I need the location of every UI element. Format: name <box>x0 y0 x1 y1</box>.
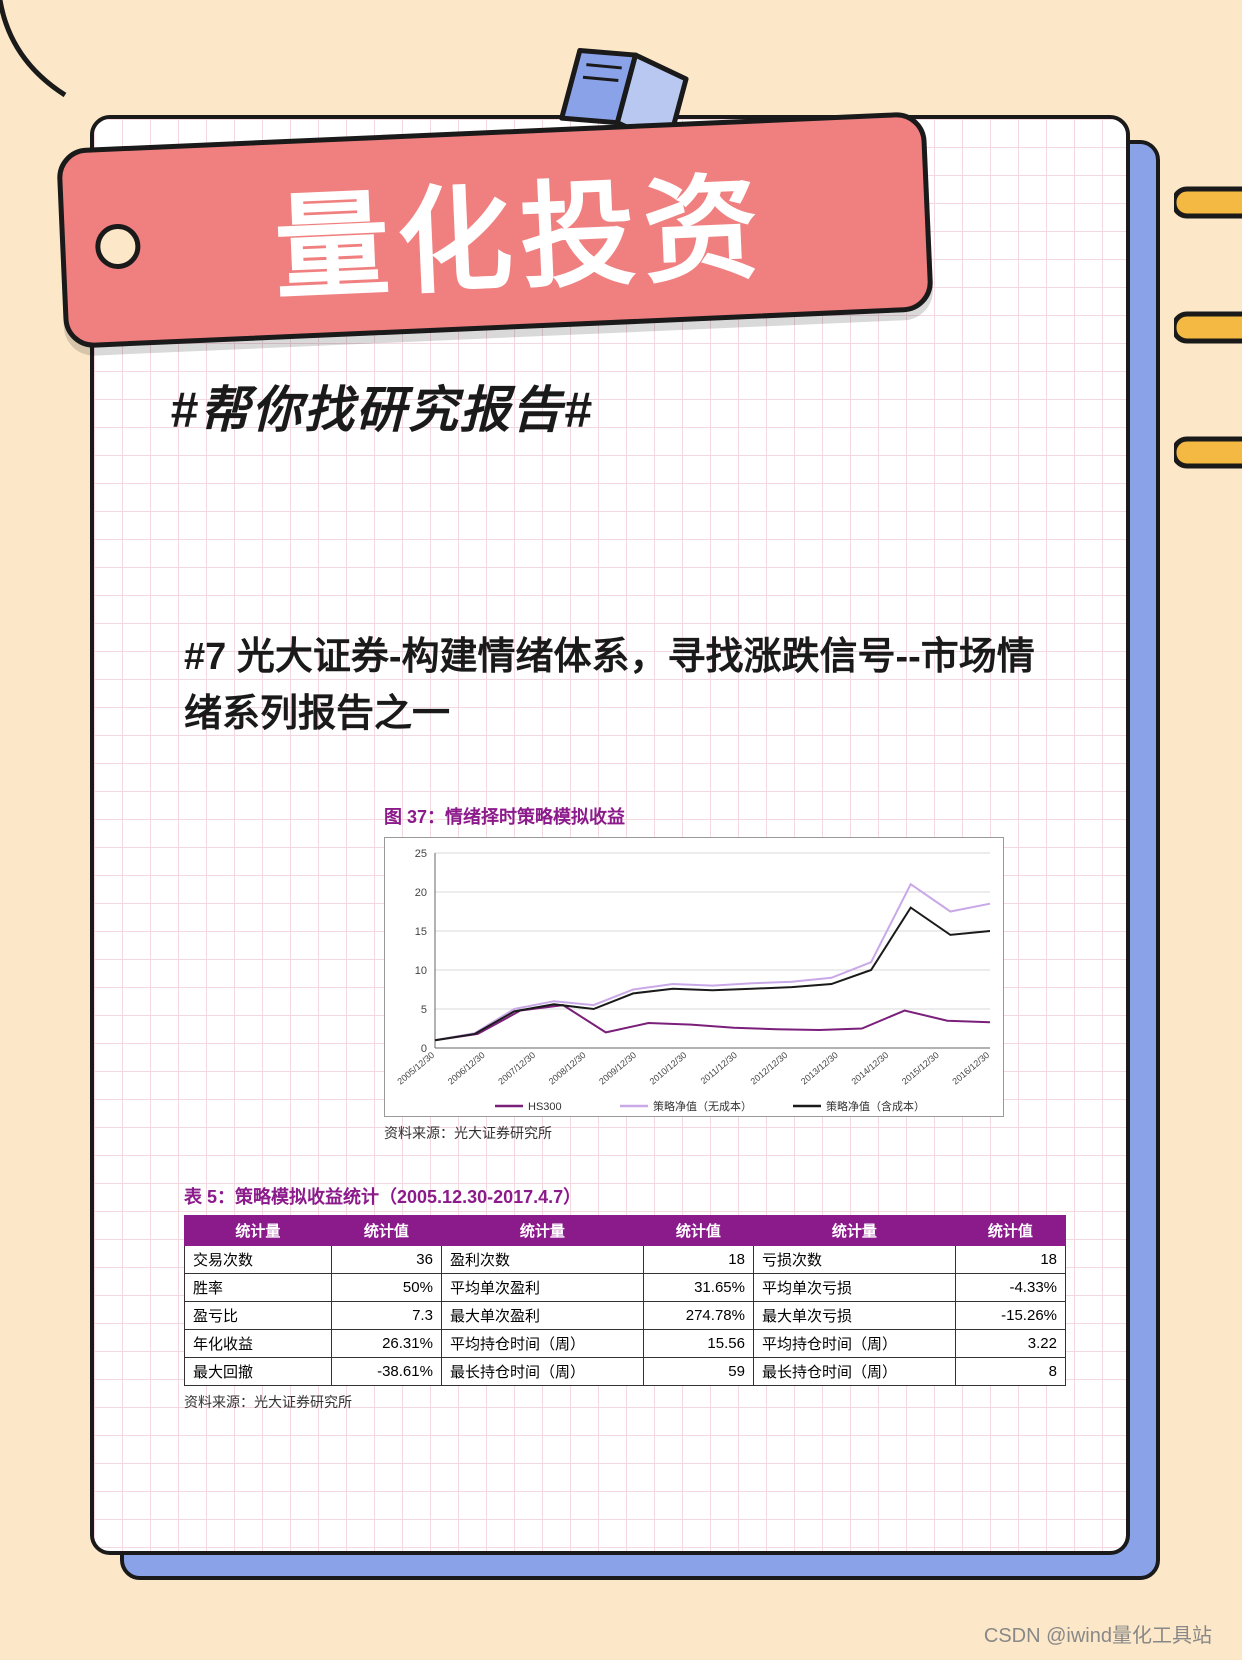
table-cell: 盈利次数 <box>441 1246 643 1274</box>
table-cell: 50% <box>331 1274 441 1302</box>
svg-text:2016/12/30: 2016/12/30 <box>950 1050 991 1087</box>
table-section: 表 5：策略模拟收益统计（2005.12.30-2017.4.7） 统计量统计值… <box>184 1183 1066 1412</box>
svg-text:HS300: HS300 <box>528 1101 562 1113</box>
table-cell: 最大单次盈利 <box>441 1302 643 1330</box>
table-cell: 15.56 <box>643 1330 753 1358</box>
svg-text:20: 20 <box>415 887 427 899</box>
table-row: 胜率50%平均单次盈利31.65%平均单次亏损-4.33% <box>185 1274 1066 1302</box>
table-cell: 18 <box>955 1246 1065 1274</box>
table-cell: 盈亏比 <box>185 1302 332 1330</box>
stats-table: 统计量统计值统计量统计值统计量统计值 交易次数36盈利次数18亏损次数18胜率5… <box>184 1215 1066 1386</box>
table-header: 统计值 <box>331 1216 441 1246</box>
table-cell: 36 <box>331 1246 441 1274</box>
chart-section: 图 37：情绪择时策略模拟收益 05101520252005/12/302006… <box>384 803 1024 1143</box>
table-header: 统计量 <box>753 1216 955 1246</box>
svg-text:2014/12/30: 2014/12/30 <box>849 1050 890 1087</box>
table-header: 统计量 <box>185 1216 332 1246</box>
table-cell: -38.61% <box>331 1358 441 1386</box>
chart-title: 图 37：情绪择时策略模拟收益 <box>384 803 1024 829</box>
table-cell: 26.31% <box>331 1330 441 1358</box>
table-cell: 平均单次盈利 <box>441 1274 643 1302</box>
table-cell: 平均单次亏损 <box>753 1274 955 1302</box>
table-row: 盈亏比7.3最大单次盈利274.78%最大单次亏损-15.26% <box>185 1302 1066 1330</box>
table-row: 最大回撤-38.61%最长持仓时间（周）59最长持仓时间（周）8 <box>185 1358 1066 1386</box>
svg-text:策略净值（含成本）: 策略净值（含成本） <box>826 1099 925 1113</box>
table-header: 统计值 <box>643 1216 753 1246</box>
table-row: 年化收益26.31%平均持仓时间（周）15.56平均持仓时间（周）3.22 <box>185 1330 1066 1358</box>
table-cell: -4.33% <box>955 1274 1065 1302</box>
binder-ring-icon <box>1174 175 1242 230</box>
svg-text:策略净值（无成本）: 策略净值（无成本） <box>653 1099 752 1113</box>
tag-hole-icon <box>94 223 141 270</box>
hashtag-subtitle: #帮你找研究报告# <box>170 370 594 442</box>
svg-text:2013/12/30: 2013/12/30 <box>799 1050 840 1087</box>
table-cell: 8 <box>955 1358 1065 1386</box>
table-cell: 最长持仓时间（周） <box>441 1358 643 1386</box>
table-cell: 最大回撤 <box>185 1358 332 1386</box>
line-chart: 05101520252005/12/302006/12/302007/12/30… <box>384 837 1004 1117</box>
table-cell: 18 <box>643 1246 753 1274</box>
svg-text:2005/12/30: 2005/12/30 <box>395 1050 436 1087</box>
svg-text:2011/12/30: 2011/12/30 <box>699 1050 739 1086</box>
title-tag: 量化投资 <box>56 111 934 349</box>
svg-text:2008/12/30: 2008/12/30 <box>547 1050 588 1087</box>
table-cell: 3.22 <box>955 1330 1065 1358</box>
svg-text:2012/12/30: 2012/12/30 <box>749 1050 790 1087</box>
table-header: 统计量 <box>441 1216 643 1246</box>
table-cell: 最长持仓时间（周） <box>753 1358 955 1386</box>
table-cell: 交易次数 <box>185 1246 332 1274</box>
svg-text:15: 15 <box>415 926 427 938</box>
svg-text:2009/12/30: 2009/12/30 <box>597 1050 638 1087</box>
svg-text:2015/12/30: 2015/12/30 <box>900 1050 941 1087</box>
report-title: #7 光大证券-构建情绪体系，寻找涨跌信号--市场情绪系列报告之一 <box>184 629 1066 743</box>
table-cell: 亏损次数 <box>753 1246 955 1274</box>
table-cell: 7.3 <box>331 1302 441 1330</box>
table-cell: 最大单次亏损 <box>753 1302 955 1330</box>
svg-text:2010/12/30: 2010/12/30 <box>648 1050 689 1087</box>
svg-text:10: 10 <box>415 965 427 977</box>
tag-string-icon <box>0 0 90 120</box>
svg-text:25: 25 <box>415 848 427 860</box>
svg-text:2007/12/30: 2007/12/30 <box>496 1050 537 1087</box>
table-cell: 胜率 <box>185 1274 332 1302</box>
table-cell: 59 <box>643 1358 753 1386</box>
table-row: 交易次数36盈利次数18亏损次数18 <box>185 1246 1066 1274</box>
tag-title: 量化投资 <box>271 135 770 322</box>
table-cell: -15.26% <box>955 1302 1065 1330</box>
content-area: #7 光大证券-构建情绪体系，寻找涨跌信号--市场情绪系列报告之一 图 37：情… <box>184 629 1066 1412</box>
binder-ring-icon <box>1174 425 1242 480</box>
table-cell: 年化收益 <box>185 1330 332 1358</box>
table-source: 资料来源：光大证券研究所 <box>184 1392 1066 1412</box>
binder-ring-icon <box>1174 300 1242 355</box>
table-cell: 274.78% <box>643 1302 753 1330</box>
table-cell: 平均持仓时间（周） <box>753 1330 955 1358</box>
table-cell: 平均持仓时间（周） <box>441 1330 643 1358</box>
table-header: 统计值 <box>955 1216 1065 1246</box>
svg-text:2006/12/30: 2006/12/30 <box>446 1050 487 1087</box>
table-cell: 31.65% <box>643 1274 753 1302</box>
table-title: 表 5：策略模拟收益统计（2005.12.30-2017.4.7） <box>184 1183 1066 1209</box>
footer-credit: CSDN @iwind量化工具站 <box>984 1619 1212 1648</box>
chart-source: 资料来源：光大证券研究所 <box>384 1123 1024 1143</box>
svg-text:5: 5 <box>421 1004 427 1016</box>
